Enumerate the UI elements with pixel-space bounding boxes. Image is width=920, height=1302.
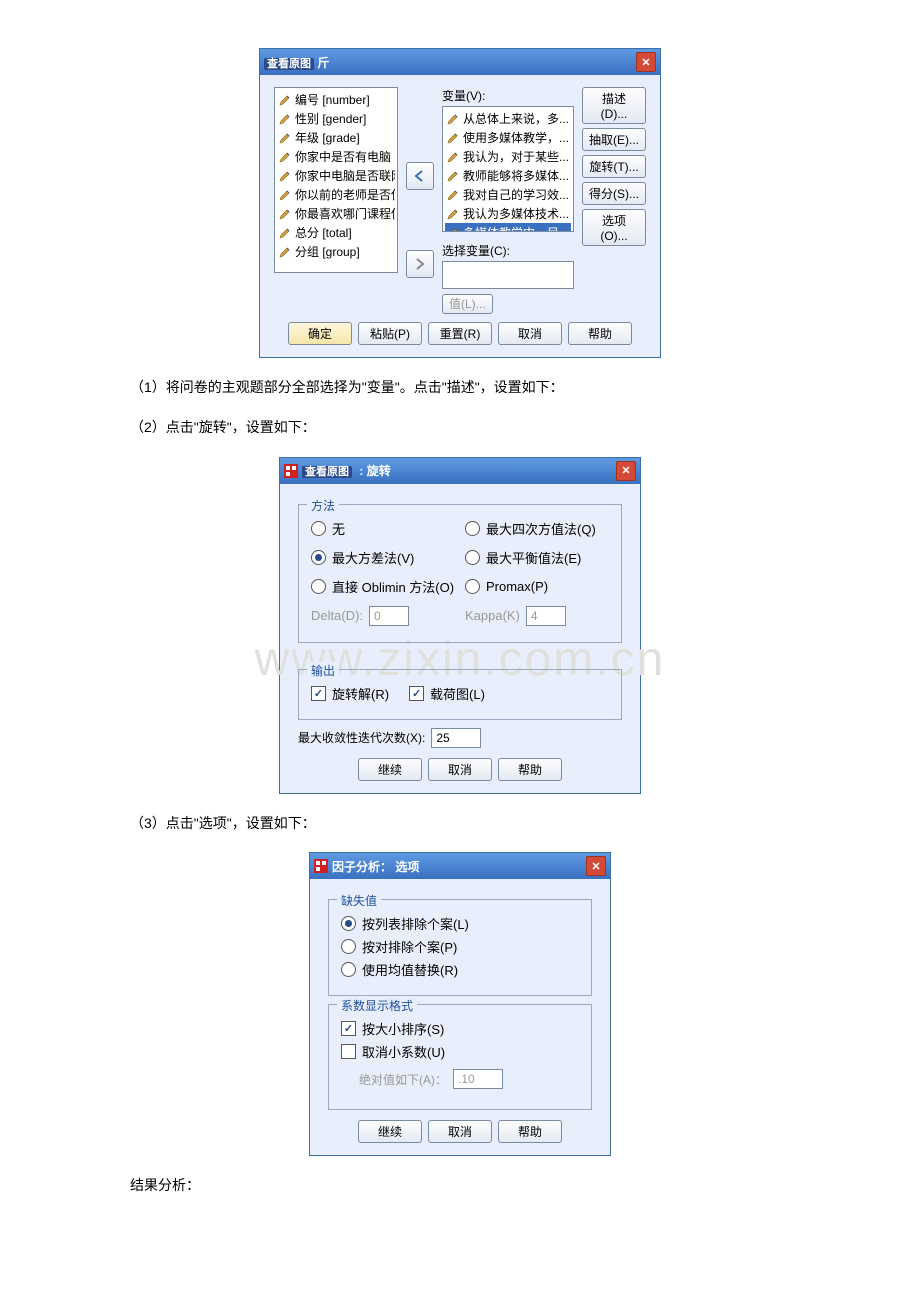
maxiter-input[interactable]: 25 xyxy=(431,728,481,748)
variables-label: 变量(V): xyxy=(442,87,574,104)
radio-oblimin[interactable]: 直接 Oblimin 方法(O) xyxy=(311,577,455,596)
pencil-icon xyxy=(279,189,291,201)
pencil-icon xyxy=(447,170,459,182)
dialog-rotation-lower: 输出 旋转解(R) 载荷图(L) 最大收敛性迭代次数(X): 25 继续取消帮助 xyxy=(279,657,641,794)
value-button: 值(L)... xyxy=(442,294,493,314)
step2-text: （2）点击"旋转"，设置如下： xyxy=(130,416,790,438)
list-item[interactable]: 性别 [gender] xyxy=(277,109,395,128)
pencil-icon xyxy=(279,151,291,163)
pencil-icon xyxy=(447,208,459,220)
pencil-icon xyxy=(447,189,459,201)
pencil-icon xyxy=(279,94,291,106)
method-groupbox: 方法 无 最大四次方值法(Q) 最大方差法(V) 最大平衡值法(E) 直接 Ob… xyxy=(298,504,622,643)
side-button[interactable]: 描述(D)... xyxy=(582,87,646,124)
dialog-options: 因子分析： 选项 ✕ 缺失值 按列表排除个案(L) 按对排除个案(P) 使用均值… xyxy=(309,852,611,1156)
dialog-button[interactable]: 重置(R) xyxy=(428,322,492,345)
radio-equamax[interactable]: 最大平衡值法(E) xyxy=(465,548,609,567)
pencil-icon xyxy=(279,132,291,144)
list-item[interactable]: 我认为多媒体技术... xyxy=(445,204,571,223)
list-item[interactable]: 你家中电脑是否联网 ... xyxy=(277,166,395,185)
close-icon[interactable]: ✕ xyxy=(616,461,636,481)
dialog-button[interactable]: 继续 xyxy=(358,1120,422,1143)
dialog2-titlebar: 查看原图 : 旋转 ✕ xyxy=(280,458,640,484)
step3-text: （3）点击"选项"，设置如下： xyxy=(130,812,790,834)
list-item[interactable]: 教师能够将多媒体... xyxy=(445,166,571,185)
pencil-icon xyxy=(447,113,459,125)
step1-text: （1）将问卷的主观题部分全部选择为"变量"。点击"描述"，设置如下： xyxy=(130,376,790,398)
move-to-select-button[interactable] xyxy=(406,250,434,278)
result-label: 结果分析： xyxy=(130,1174,790,1196)
check-suppress[interactable]: 取消小系数(U) xyxy=(341,1042,579,1061)
check-rotated-solution[interactable]: 旋转解(R) xyxy=(311,684,389,703)
target-vars-list[interactable]: 从总体上来说，多...使用多媒体教学，...我认为，对于某些...教师能够将多媒… xyxy=(442,106,574,232)
radio-varimax[interactable]: 最大方差法(V) xyxy=(311,548,455,567)
pencil-icon xyxy=(447,151,459,163)
list-item[interactable]: 总分 [total] xyxy=(277,223,395,242)
list-item[interactable]: 你以前的老师是否使... xyxy=(277,185,395,204)
delta-field: Delta(D): 0 xyxy=(311,606,455,626)
list-item[interactable]: 你家中是否有电脑 [c... xyxy=(277,147,395,166)
pencil-icon xyxy=(279,113,291,125)
dialog1-titlebar: 查看原图 斤 ✕ xyxy=(260,49,660,75)
list-item[interactable]: 编号 [number] xyxy=(277,90,395,109)
side-button[interactable]: 抽取(E)... xyxy=(582,128,646,151)
list-item[interactable]: 我认为，对于某些... xyxy=(445,147,571,166)
dialog3-titlebar: 因子分析： 选项 ✕ xyxy=(310,853,610,879)
maxiter-row: 最大收敛性迭代次数(X): 25 xyxy=(298,728,622,748)
output-groupbox: 输出 旋转解(R) 载荷图(L) xyxy=(298,669,622,720)
check-sort-by-size[interactable]: 按大小排序(S) xyxy=(341,1019,579,1038)
side-button[interactable]: 旋转(T)... xyxy=(582,155,646,178)
radio-quartimax[interactable]: 最大四次方值法(Q) xyxy=(465,519,609,538)
missing-groupbox: 缺失值 按列表排除个案(L) 按对排除个案(P) 使用均值替换(R) xyxy=(328,899,592,996)
abs-value-row: 绝对值如下(A)： .10 xyxy=(359,1069,575,1089)
view-original-tag[interactable]: 查看原图 xyxy=(302,466,352,478)
pencil-icon xyxy=(447,132,459,144)
radio-promax[interactable]: Promax(P) xyxy=(465,577,609,596)
list-item[interactable]: 分组 [group] xyxy=(277,242,395,261)
dialog-button[interactable]: 取消 xyxy=(428,1120,492,1143)
pencil-icon xyxy=(279,170,291,182)
list-item[interactable]: 多媒体教学中，目... xyxy=(445,223,571,232)
pencil-icon xyxy=(279,227,291,239)
dialog-button[interactable]: 帮助 xyxy=(498,1120,562,1143)
dialog-button[interactable]: 继续 xyxy=(358,758,422,781)
dialog-rotation: 查看原图 : 旋转 ✕ 方法 无 最大四次方值法(Q) 最大方差法(V) 最大平… xyxy=(279,457,641,664)
pencil-icon xyxy=(279,246,291,258)
pencil-icon xyxy=(279,208,291,220)
side-button[interactable]: 得分(S)... xyxy=(582,182,646,205)
view-original-tag[interactable]: 查看原图 xyxy=(264,58,314,70)
list-item[interactable]: 我对自己的学习效... xyxy=(445,185,571,204)
dialog-button[interactable]: 取消 xyxy=(428,758,492,781)
radio-miss-listwise[interactable]: 按列表排除个案(L) xyxy=(341,914,579,933)
list-item[interactable]: 使用多媒体教学，... xyxy=(445,128,571,147)
select-var-box[interactable] xyxy=(442,261,574,289)
list-item[interactable]: 从总体上来说，多... xyxy=(445,109,571,128)
pencil-icon xyxy=(447,227,459,233)
dialog-button[interactable]: 粘贴(P) xyxy=(358,322,422,345)
dialog-button[interactable]: 帮助 xyxy=(498,758,562,781)
source-vars-list[interactable]: 编号 [number]性别 [gender]年级 [grade]你家中是否有电脑… xyxy=(274,87,398,273)
close-icon[interactable]: ✕ xyxy=(586,856,606,876)
kappa-field: Kappa(K) 4 xyxy=(465,606,609,626)
list-item[interactable]: 你最喜欢哪门课程使... xyxy=(277,204,395,223)
dialog-button[interactable]: 取消 xyxy=(498,322,562,345)
close-icon[interactable]: ✕ xyxy=(636,52,656,72)
dialog-factor-main: 查看原图 斤 ✕ 编号 [number]性别 [gender]年级 [grade… xyxy=(259,48,661,358)
dialog-button[interactable]: 确定 xyxy=(288,322,352,345)
move-to-vars-button[interactable] xyxy=(406,162,434,190)
radio-miss-mean[interactable]: 使用均值替换(R) xyxy=(341,960,579,979)
dialog-button[interactable]: 帮助 xyxy=(568,322,632,345)
check-loading-plot[interactable]: 载荷图(L) xyxy=(409,684,485,703)
select-var-label: 选择变量(C): xyxy=(442,242,574,259)
side-button[interactable]: 选项(O)... xyxy=(582,209,646,246)
radio-miss-pairwise[interactable]: 按对排除个案(P) xyxy=(341,937,579,956)
radio-none[interactable]: 无 xyxy=(311,519,455,538)
coef-groupbox: 系数显示格式 按大小排序(S) 取消小系数(U) 绝对值如下(A)： .10 xyxy=(328,1004,592,1110)
list-item[interactable]: 年级 [grade] xyxy=(277,128,395,147)
